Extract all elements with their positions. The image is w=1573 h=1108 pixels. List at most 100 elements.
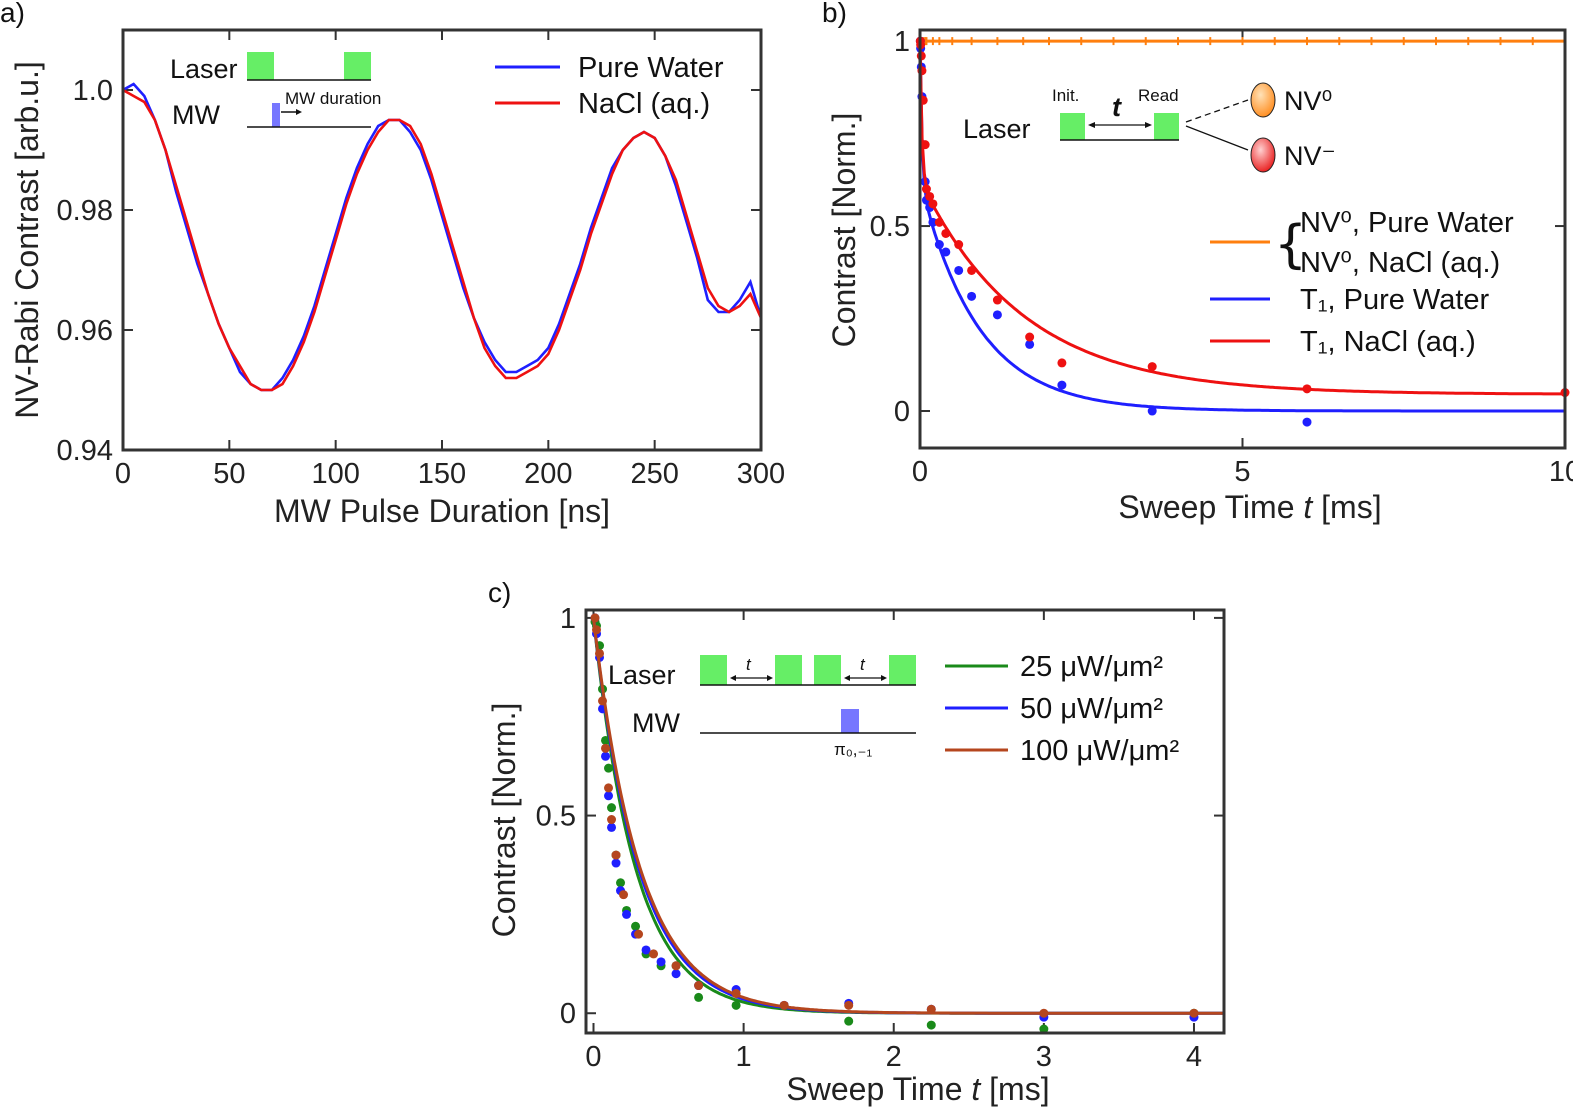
panel-c-laser-pulse-2 — [775, 655, 802, 685]
data-point — [598, 696, 608, 706]
data-point — [731, 1000, 741, 1010]
x-tick-label: 1 — [736, 1041, 752, 1073]
panel-b-xlabel: Sweep Time t [ms] — [1118, 489, 1381, 525]
data-point — [592, 625, 602, 635]
panel-a-mw-duration-label: MW duration — [285, 89, 381, 108]
panel-c-legend: 25 μW/μm² 50 μW/μm² 100 μW/μm² — [945, 651, 1179, 767]
panel-c-frame — [584, 608, 1226, 1035]
data-point — [941, 247, 951, 257]
data-point — [954, 240, 964, 250]
panel-b-t-label: t — [1112, 92, 1122, 122]
y-tick-label: 0 — [894, 396, 910, 428]
data-point — [631, 921, 641, 931]
data-point — [622, 909, 632, 919]
fit-curve — [918, 41, 1565, 396]
panel-b-read-pulse — [1154, 113, 1179, 140]
panel-b-t-arrowhead-left — [1088, 122, 1095, 128]
data-point — [1147, 362, 1157, 372]
data-point — [926, 1004, 936, 1014]
panel-a-laser-pulse-1 — [247, 52, 274, 80]
data-point — [967, 265, 977, 275]
panel-c-series — [590, 613, 1224, 1034]
panel-b: b) 0 5 10 0 0.5 1 Sweep Time t [ms] Contrast … — [822, 0, 1573, 525]
data-point — [921, 184, 931, 194]
data-point — [601, 751, 611, 761]
panel-c-arrowhead-2r — [881, 675, 887, 681]
x-tick-label: 0 — [585, 1041, 601, 1073]
panel-c-arrowhead-2l — [844, 675, 850, 681]
fit-curve — [918, 41, 1565, 413]
panel-b-nv0-dashed-link — [1185, 99, 1249, 123]
data-point — [634, 929, 644, 939]
panel-c-laser-pulse-3 — [814, 655, 841, 685]
panel-a-inset-laser-label: Laser — [170, 54, 238, 84]
panel-c-t-label-2: t — [860, 655, 866, 674]
legend-label-nv0-pure-water: NV⁰, Pure Water — [1300, 207, 1514, 239]
data-point — [616, 878, 626, 888]
data-point — [1039, 1008, 1049, 1018]
panel-c: c) 0 1 2 3 4 0 0.5 1 Sweep Time t [ms] Contrast… — [486, 577, 1226, 1107]
y-tick-label: 0.5 — [870, 211, 910, 243]
data-point — [611, 858, 621, 868]
x-tick-label: 2 — [886, 1041, 902, 1073]
legend-label-50: 50 μW/μm² — [1020, 693, 1163, 725]
panel-a-ylabel: NV-Rabi Contrast [arb.u.] — [9, 61, 45, 418]
panel-b-nvminus-label: NV⁻ — [1284, 141, 1336, 171]
panel-a-label: a) — [0, 0, 25, 28]
data-point — [1302, 384, 1312, 394]
panel-b-inset: Laser Init. Read t NV⁰ NV⁻ — [963, 82, 1336, 173]
x-tick-label: 3 — [1036, 1041, 1052, 1073]
x-tick-label: 50 — [213, 458, 245, 490]
data-point — [1057, 380, 1067, 390]
data-point — [941, 228, 951, 238]
series-line — [122, 88, 763, 392]
panel-a-inset: Laser MW MW duration — [170, 52, 381, 130]
data-point — [607, 803, 617, 813]
data-point — [656, 957, 666, 967]
panel-a-laser-pulse-2 — [344, 52, 371, 80]
data-point — [925, 191, 935, 201]
fit-curve — [592, 617, 1224, 1015]
data-point — [967, 291, 977, 301]
x-tick-label: 100 — [311, 458, 359, 490]
y-tick-label: 0.94 — [57, 435, 113, 467]
panel-c-label: c) — [488, 577, 511, 608]
panel-a: a) 0 50 100 150 200 250 300 0.94 0.96 0.98 1.0 MW … — [0, 0, 785, 529]
data-point — [731, 988, 741, 998]
data-point — [601, 735, 611, 745]
panel-b-read-label: Read — [1138, 86, 1179, 105]
data-point — [920, 140, 930, 150]
y-tick-label: 1 — [894, 26, 910, 58]
data-point — [992, 310, 1002, 320]
data-point — [604, 783, 614, 793]
panel-b-legend: { NV⁰, Pure Water NV⁰, NaCl (aq.) T₁, Pu… — [1210, 207, 1514, 358]
data-point — [649, 949, 659, 959]
x-tick-label: 4 — [1186, 1041, 1202, 1073]
panel-b-init-label: Init. — [1052, 86, 1079, 105]
x-tick-label: 5 — [1234, 456, 1250, 488]
panel-b-nv0-charge-icon — [1250, 82, 1276, 118]
data-point — [601, 743, 611, 753]
data-point — [1025, 339, 1035, 349]
panel-b-frame — [918, 28, 1567, 450]
panel-c-arrowhead-1r — [767, 675, 773, 681]
legend-label-100: 100 μW/μm² — [1020, 735, 1179, 767]
data-point — [992, 295, 1002, 305]
panel-b-t-arrowhead-right — [1145, 122, 1152, 128]
data-point — [611, 850, 621, 860]
panel-a-series — [122, 82, 763, 392]
legend-label-t1-nacl: T₁, NaCl (aq.) — [1300, 326, 1476, 358]
panel-a-xlabel: MW Pulse Duration [ns] — [274, 493, 610, 529]
panel-b-ylabel: Contrast [Norm.] — [826, 113, 862, 348]
y-tick-label: 1.0 — [73, 75, 113, 107]
panel-b-tick-labels: 0 5 10 0 0.5 1 — [870, 26, 1573, 488]
data-point — [934, 217, 944, 227]
data-point — [607, 815, 617, 825]
x-tick-label: 300 — [737, 458, 785, 490]
data-point — [1302, 417, 1312, 427]
data-point — [844, 1016, 854, 1026]
panel-c-ylabel: Contrast [Norm.] — [486, 703, 522, 938]
panel-b-init-pulse — [1060, 113, 1085, 140]
y-tick-label: 0.98 — [57, 195, 113, 227]
data-point — [928, 217, 938, 227]
